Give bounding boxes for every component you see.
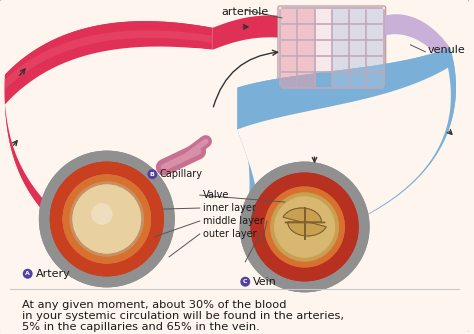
- Circle shape: [50, 162, 163, 276]
- Circle shape: [92, 204, 112, 224]
- Bar: [367, 41, 384, 56]
- Bar: [298, 73, 315, 88]
- Bar: [333, 41, 349, 56]
- Text: in your systemic circulation will be found in the arteries,: in your systemic circulation will be fou…: [22, 311, 344, 321]
- Polygon shape: [237, 88, 257, 219]
- Text: Capillary: Capillary: [159, 169, 202, 179]
- Polygon shape: [5, 30, 213, 90]
- Bar: [350, 25, 366, 40]
- Text: Valve: Valve: [203, 190, 229, 200]
- Polygon shape: [283, 208, 321, 222]
- Circle shape: [275, 197, 334, 257]
- Text: Vein: Vein: [253, 277, 277, 287]
- Text: middle layer: middle layer: [203, 216, 264, 226]
- Bar: [333, 57, 349, 72]
- Circle shape: [50, 162, 163, 276]
- Bar: [298, 41, 315, 56]
- Circle shape: [39, 151, 174, 287]
- Polygon shape: [288, 222, 326, 236]
- Bar: [298, 57, 315, 72]
- Circle shape: [70, 182, 144, 256]
- Text: At any given moment, about 30% of the blood: At any given moment, about 30% of the bl…: [22, 300, 286, 310]
- Bar: [281, 25, 297, 40]
- Polygon shape: [384, 14, 450, 68]
- Circle shape: [240, 277, 250, 287]
- Text: outer layer: outer layer: [203, 229, 256, 239]
- Circle shape: [265, 187, 344, 267]
- Bar: [298, 9, 315, 24]
- Polygon shape: [213, 15, 282, 50]
- Bar: [333, 25, 349, 40]
- Text: arteriole: arteriole: [222, 7, 269, 17]
- Polygon shape: [237, 68, 451, 219]
- Bar: [298, 25, 315, 40]
- Bar: [350, 9, 366, 24]
- Circle shape: [73, 185, 140, 253]
- Bar: [350, 73, 366, 88]
- Circle shape: [147, 169, 157, 179]
- Bar: [281, 9, 297, 24]
- Circle shape: [70, 182, 144, 256]
- Bar: [367, 73, 384, 88]
- Circle shape: [73, 185, 140, 253]
- Polygon shape: [237, 48, 456, 219]
- Circle shape: [271, 193, 338, 261]
- Circle shape: [251, 173, 358, 281]
- Circle shape: [64, 175, 150, 263]
- Circle shape: [92, 204, 112, 224]
- Bar: [281, 73, 297, 88]
- Text: venule: venule: [427, 45, 465, 55]
- Bar: [367, 25, 384, 40]
- Text: B: B: [150, 172, 155, 177]
- Circle shape: [265, 187, 344, 267]
- Circle shape: [275, 197, 334, 257]
- Polygon shape: [5, 21, 213, 105]
- Circle shape: [64, 175, 150, 263]
- Text: inner layer: inner layer: [203, 203, 255, 213]
- Bar: [367, 57, 384, 72]
- Bar: [350, 41, 366, 56]
- Text: A: A: [25, 271, 30, 276]
- Polygon shape: [358, 48, 455, 217]
- Polygon shape: [283, 208, 321, 222]
- Text: 5% in the capillaries and 65% in the vein.: 5% in the capillaries and 65% in the vei…: [22, 322, 259, 332]
- Bar: [333, 73, 349, 88]
- Polygon shape: [237, 48, 456, 217]
- Circle shape: [39, 151, 174, 287]
- Bar: [367, 9, 384, 24]
- Polygon shape: [5, 75, 55, 211]
- Polygon shape: [5, 46, 213, 211]
- Circle shape: [240, 162, 369, 292]
- Bar: [281, 41, 297, 56]
- Text: C: C: [243, 279, 247, 284]
- Bar: [333, 9, 349, 24]
- Polygon shape: [5, 21, 213, 209]
- Bar: [281, 57, 297, 72]
- Circle shape: [240, 162, 369, 292]
- FancyBboxPatch shape: [278, 6, 386, 90]
- Circle shape: [251, 173, 358, 281]
- Circle shape: [64, 175, 150, 263]
- Circle shape: [23, 269, 33, 279]
- Text: Artery: Artery: [36, 269, 70, 279]
- Bar: [350, 57, 366, 72]
- Polygon shape: [288, 222, 326, 236]
- Circle shape: [271, 193, 338, 261]
